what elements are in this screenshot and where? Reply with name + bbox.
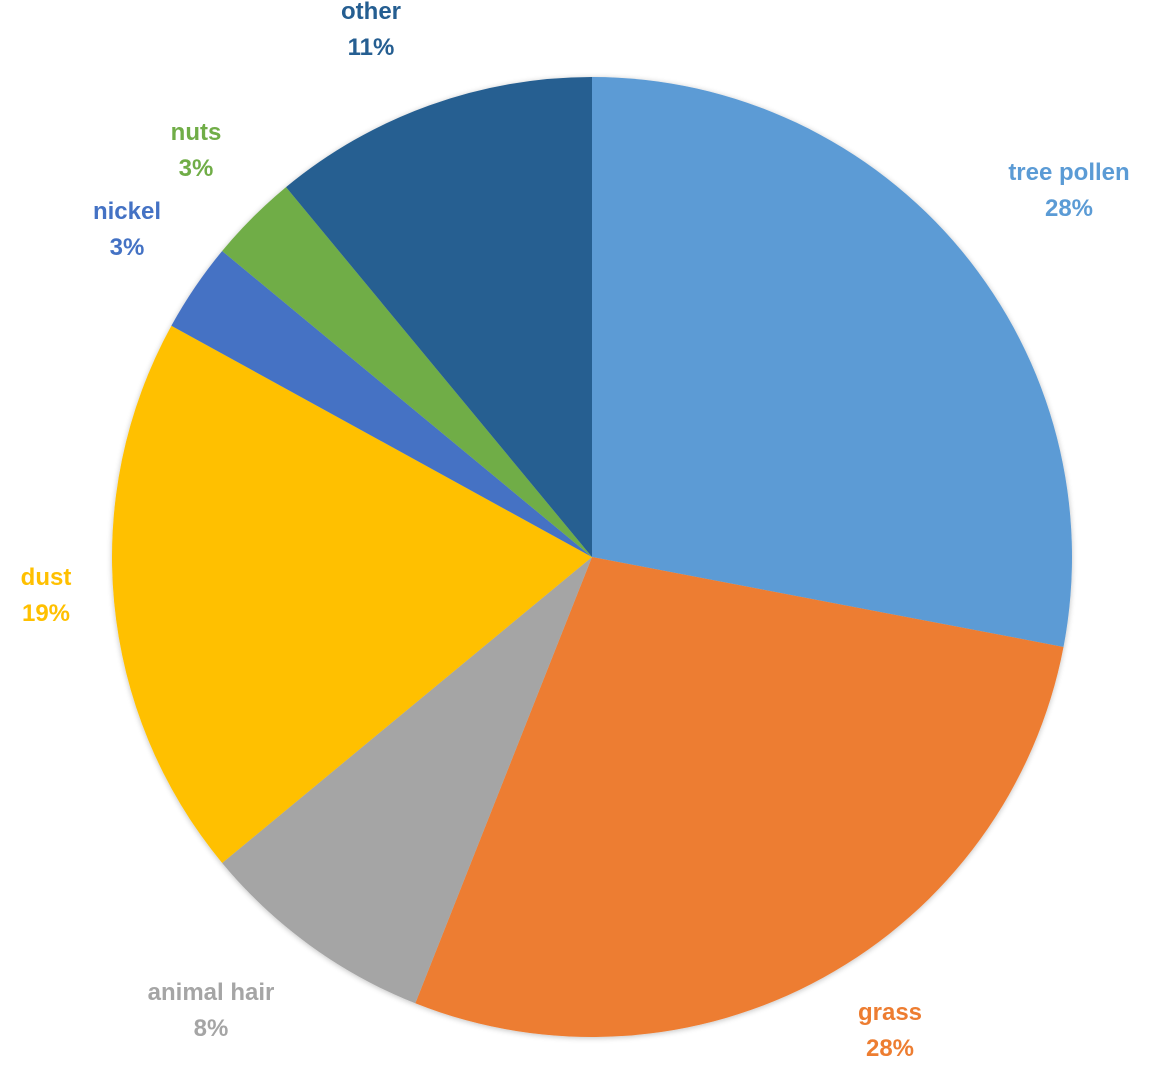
data-label-tree-pollen: tree pollen 28% (1008, 159, 1129, 222)
data-label-grass: grass 28% (858, 999, 922, 1062)
data-label-percent-tree-pollen: 28% (1045, 195, 1093, 222)
data-label-percent-dust: 19% (22, 600, 70, 627)
data-label-other: other 11% (341, 0, 401, 61)
data-label-name-dust: dust (21, 564, 72, 591)
pie-slice-tree-pollen (592, 77, 1073, 647)
data-label-name-other: other (341, 0, 401, 25)
data-label-name-grass: grass (858, 999, 922, 1026)
data-label-name-nuts: nuts (171, 119, 222, 146)
pie-slice-other (286, 77, 592, 557)
data-label-dust: dust 19% (21, 564, 72, 627)
pie-slice-dust (112, 325, 592, 863)
data-label-percent-nickel: 3% (110, 234, 145, 261)
data-label-animal-hair: animal hair 8% (148, 979, 275, 1042)
data-label-nickel: nickel 3% (93, 198, 161, 261)
data-label-percent-animal-hair: 8% (194, 1015, 229, 1042)
pie-slices (112, 77, 1073, 1038)
data-label-name-animal-hair: animal hair (148, 979, 275, 1006)
data-label-name-tree-pollen: tree pollen (1008, 159, 1129, 186)
pie-slice-animal-hair (222, 557, 593, 1004)
data-label-percent-grass: 28% (866, 1035, 914, 1062)
data-label-name-nickel: nickel (93, 198, 161, 225)
data-label-percent-other: 11% (348, 34, 395, 61)
pie-data-labels: tree pollen 28% grass 28% animal hair 8% dust 1… (21, 0, 1130, 1062)
pie-slice-nuts (222, 187, 593, 558)
pie-slice-grass (415, 557, 1064, 1038)
pie-slice-nickel (171, 251, 592, 557)
data-label-nuts: nuts 3% (171, 119, 222, 182)
data-label-percent-nuts: 3% (179, 155, 214, 182)
